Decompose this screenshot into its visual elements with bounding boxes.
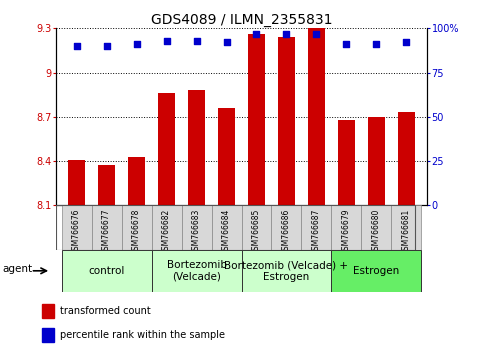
Text: GSM766681: GSM766681 (402, 209, 411, 255)
FancyBboxPatch shape (331, 250, 422, 292)
Point (193, 38, 200, 44)
Point (283, 31, 290, 36)
Text: GSM766679: GSM766679 (342, 209, 351, 255)
Bar (338, 120, 355, 205)
Text: Bortezomib (Velcade) +
Estrogen: Bortezomib (Velcade) + Estrogen (225, 260, 349, 282)
Text: Estrogen: Estrogen (354, 266, 399, 276)
Bar (188, 90, 205, 205)
Point (223, 40, 230, 45)
Point (103, 43, 111, 49)
Text: Bortezomib
(Velcade): Bortezomib (Velcade) (167, 260, 227, 282)
FancyBboxPatch shape (152, 205, 182, 250)
FancyBboxPatch shape (391, 205, 422, 250)
Text: GSM766684: GSM766684 (222, 209, 231, 255)
Text: agent: agent (3, 264, 33, 274)
Point (403, 40, 411, 45)
Bar (308, 28, 325, 205)
Point (342, 41, 350, 47)
FancyBboxPatch shape (212, 205, 242, 250)
Text: transformed count: transformed count (60, 306, 151, 316)
FancyBboxPatch shape (152, 250, 242, 292)
Text: GSM766683: GSM766683 (192, 209, 201, 255)
FancyBboxPatch shape (92, 205, 122, 250)
Bar (248, 34, 265, 205)
FancyBboxPatch shape (61, 205, 92, 250)
FancyBboxPatch shape (122, 205, 152, 250)
Text: GSM766680: GSM766680 (372, 209, 381, 255)
Text: percentile rank within the sample: percentile rank within the sample (60, 330, 226, 340)
Text: GSM766687: GSM766687 (312, 209, 321, 255)
Bar (68, 160, 85, 205)
Bar (218, 108, 235, 205)
Text: GSM766677: GSM766677 (102, 209, 111, 255)
FancyBboxPatch shape (301, 205, 331, 250)
Text: GSM766678: GSM766678 (132, 209, 141, 255)
Bar (368, 117, 385, 205)
Bar (98, 165, 115, 205)
Point (372, 41, 380, 47)
Text: GSM766676: GSM766676 (72, 209, 81, 255)
Title: GDS4089 / ILMN_2355831: GDS4089 / ILMN_2355831 (151, 13, 332, 27)
Bar (398, 112, 415, 205)
FancyBboxPatch shape (182, 205, 212, 250)
FancyBboxPatch shape (61, 250, 152, 292)
FancyBboxPatch shape (242, 205, 271, 250)
Point (253, 31, 260, 36)
Text: GSM766682: GSM766682 (162, 209, 171, 255)
Bar (128, 156, 145, 205)
FancyBboxPatch shape (242, 250, 331, 292)
Point (72, 43, 80, 49)
Text: control: control (88, 266, 125, 276)
FancyBboxPatch shape (331, 205, 361, 250)
Text: GSM766685: GSM766685 (252, 209, 261, 255)
Bar (42, 328, 54, 342)
Text: GSM766686: GSM766686 (282, 209, 291, 255)
FancyBboxPatch shape (271, 205, 301, 250)
Point (313, 31, 320, 36)
FancyBboxPatch shape (361, 205, 391, 250)
Bar (158, 93, 175, 205)
Bar (42, 304, 54, 318)
Bar (278, 37, 295, 205)
Point (133, 41, 141, 47)
Point (163, 38, 170, 44)
